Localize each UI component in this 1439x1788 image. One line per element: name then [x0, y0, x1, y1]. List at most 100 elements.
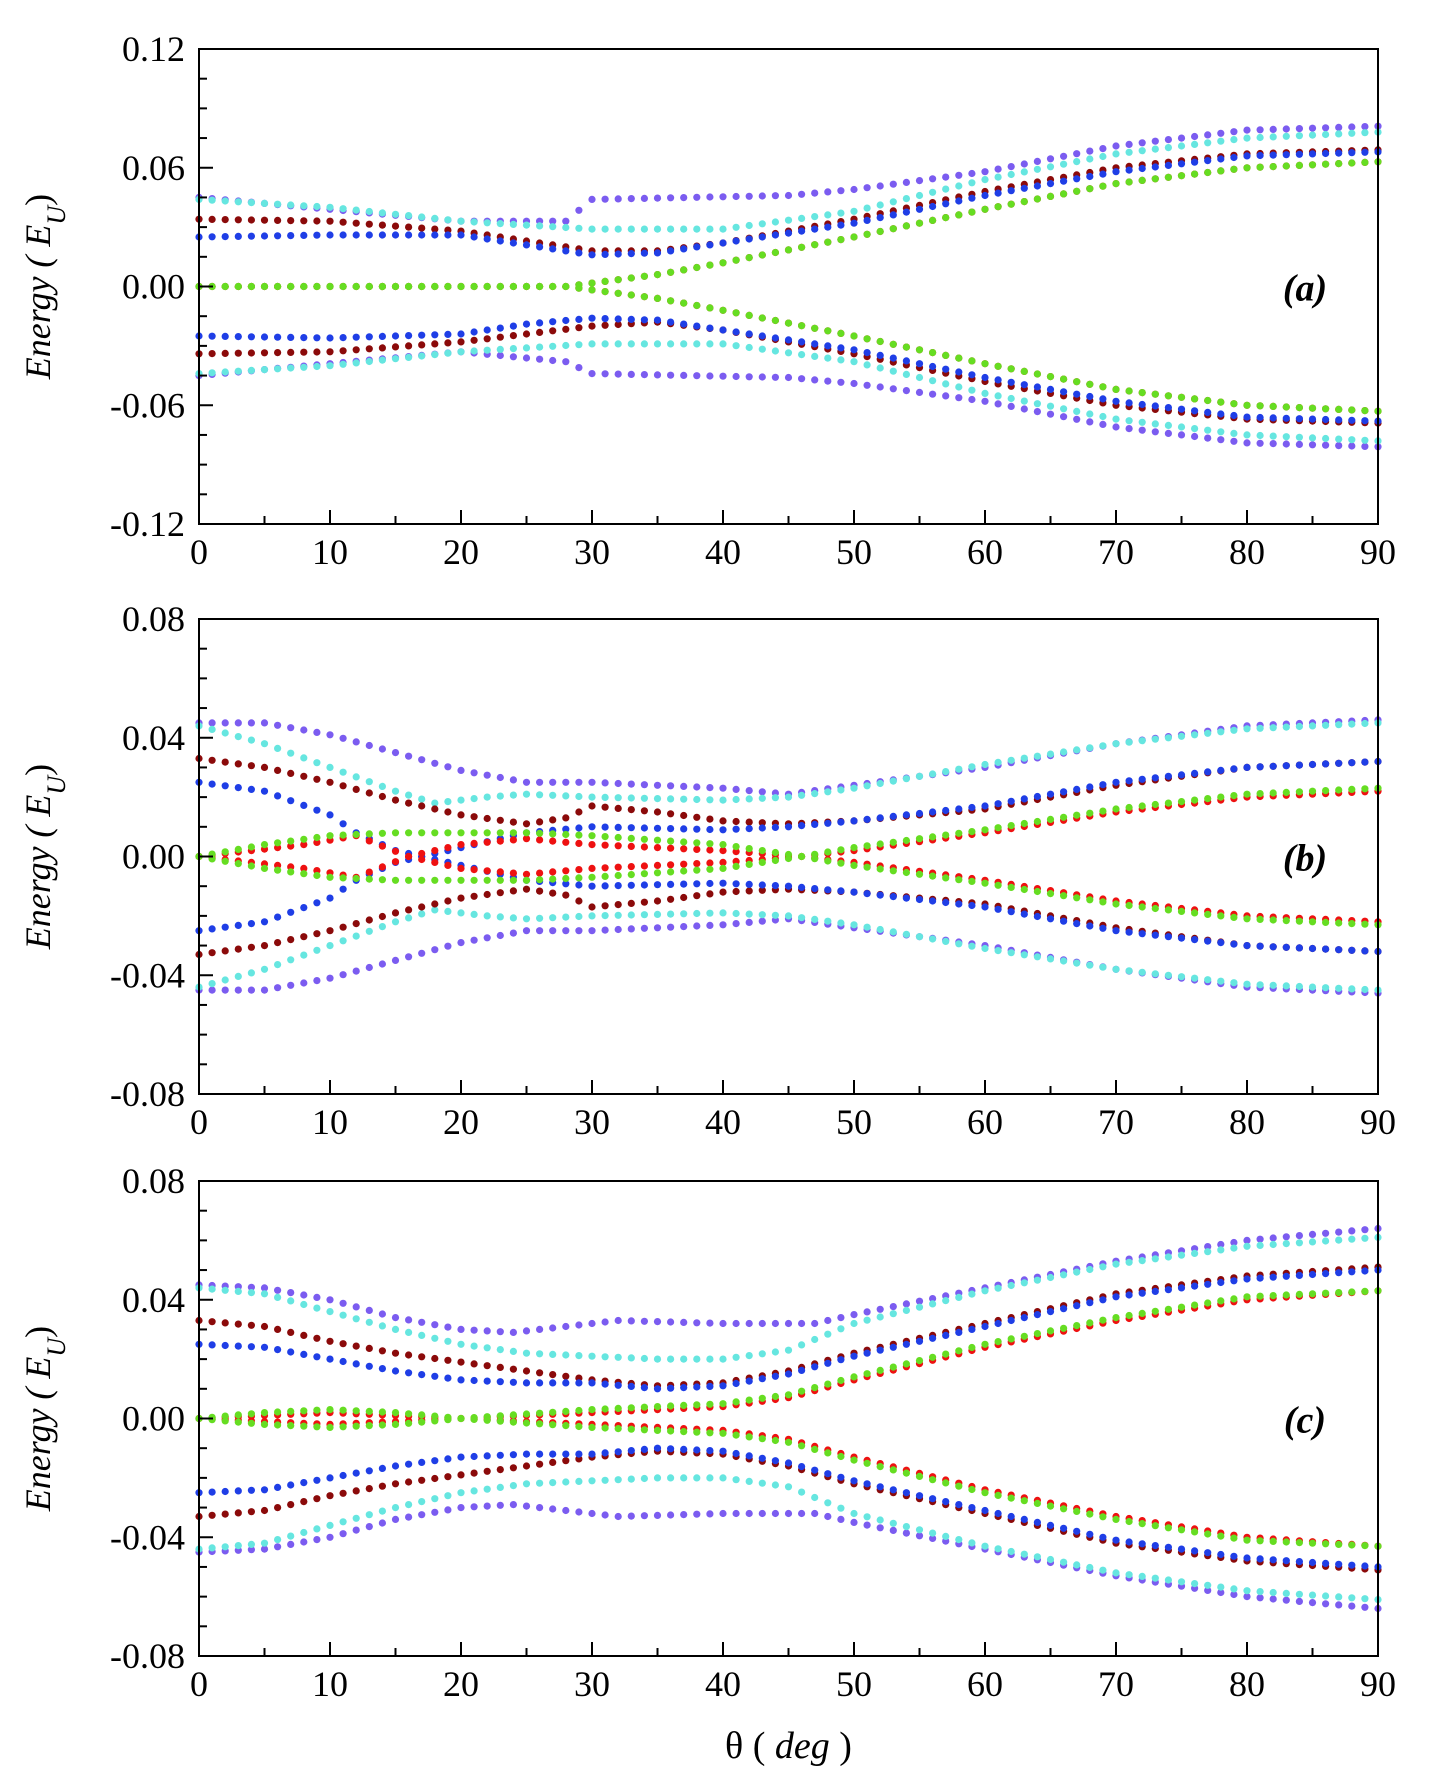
- data-point: [378, 1408, 386, 1416]
- data-point: [601, 1405, 609, 1413]
- data-point: [1060, 788, 1068, 796]
- data-point: [981, 168, 989, 176]
- data-point: [968, 386, 976, 394]
- data-point: [1164, 136, 1172, 144]
- data-point: [732, 256, 740, 264]
- series-2: [195, 128, 1382, 233]
- data-point: [274, 1421, 282, 1429]
- data-point: [929, 1300, 937, 1308]
- data-point: [1007, 394, 1015, 403]
- data-point: [562, 825, 570, 833]
- data-point: [850, 1477, 858, 1485]
- data-point: [824, 819, 832, 827]
- data-point: [470, 1503, 478, 1511]
- data-point: [955, 1328, 963, 1336]
- data-point: [1348, 946, 1356, 954]
- data-point: [378, 332, 386, 340]
- data-point: [1112, 150, 1120, 158]
- data-point: [431, 1354, 439, 1363]
- data-point: [601, 315, 609, 323]
- data-point: [693, 892, 701, 900]
- data-point: [549, 356, 557, 365]
- data-point: [798, 1387, 806, 1395]
- data-point: [522, 1462, 531, 1470]
- data-point: [627, 225, 635, 233]
- series-7: [195, 757, 1382, 935]
- data-point: [902, 357, 911, 365]
- data-point: [1295, 415, 1303, 423]
- data-point: [680, 838, 688, 846]
- data-point: [260, 719, 269, 727]
- data-point: [431, 829, 439, 837]
- x-tick-label: 90: [1360, 1664, 1396, 1704]
- data-point: [300, 231, 308, 239]
- data-point: [234, 860, 242, 868]
- data-point: [339, 937, 347, 945]
- data-point: [221, 947, 229, 955]
- data-point: [391, 355, 400, 363]
- data-point: [653, 271, 662, 279]
- data-point: [536, 778, 544, 786]
- data-point: [1269, 402, 1277, 410]
- data-point: [247, 986, 255, 994]
- data-point: [1046, 385, 1055, 393]
- data-point: [549, 1379, 557, 1387]
- data-point: [1138, 418, 1146, 426]
- data-point: [509, 791, 517, 799]
- data-point: [1269, 1273, 1277, 1281]
- data-point: [1060, 1505, 1068, 1513]
- data-point: [719, 921, 727, 929]
- data-point: [706, 784, 714, 792]
- data-point: [1177, 973, 1186, 981]
- data-point: [457, 876, 465, 884]
- data-point: [719, 879, 727, 887]
- data-point: [653, 824, 662, 832]
- data-point: [1308, 1230, 1317, 1238]
- data-point: [562, 1478, 570, 1486]
- data-point: [1151, 800, 1159, 809]
- data-point: [562, 1422, 570, 1430]
- data-point: [745, 910, 753, 918]
- data-point: [234, 1411, 242, 1419]
- data-point: [536, 818, 544, 826]
- data-point: [850, 1319, 858, 1328]
- data-point: [601, 779, 609, 787]
- data-point: [1322, 721, 1330, 729]
- data-point: [274, 1293, 282, 1301]
- data-point: [274, 365, 282, 373]
- data-point: [247, 969, 255, 977]
- data-point: [876, 383, 884, 391]
- data-point: [1138, 968, 1146, 976]
- data-point: [339, 734, 347, 742]
- data-point: [234, 1342, 242, 1350]
- data-point: [1217, 1246, 1225, 1254]
- data-point: [667, 895, 675, 903]
- data-point: [1046, 1327, 1055, 1335]
- data-point: [653, 844, 662, 852]
- data-point: [509, 929, 517, 937]
- data-point: [352, 1342, 360, 1350]
- data-point: [706, 1319, 714, 1327]
- data-point: [1191, 395, 1199, 403]
- data-point: [405, 914, 413, 922]
- data-point: [680, 880, 688, 888]
- data-point: [405, 876, 413, 884]
- data-point: [562, 891, 570, 899]
- data-point: [1256, 724, 1264, 732]
- data-point: [470, 347, 478, 355]
- x-tick-label: 30: [574, 1102, 610, 1142]
- data-point: [837, 329, 845, 337]
- data-point: [719, 1447, 727, 1455]
- data-point: [771, 192, 780, 200]
- data-point: [771, 316, 780, 325]
- data-point: [1282, 162, 1290, 170]
- data-point: [1164, 144, 1172, 152]
- data-point: [994, 800, 1002, 808]
- data-point: [260, 1506, 269, 1515]
- data-point: [1086, 380, 1094, 388]
- data-point: [1361, 785, 1369, 793]
- data-point: [339, 1357, 347, 1366]
- data-point: [889, 354, 897, 362]
- data-point: [496, 220, 504, 228]
- data-point: [942, 806, 950, 815]
